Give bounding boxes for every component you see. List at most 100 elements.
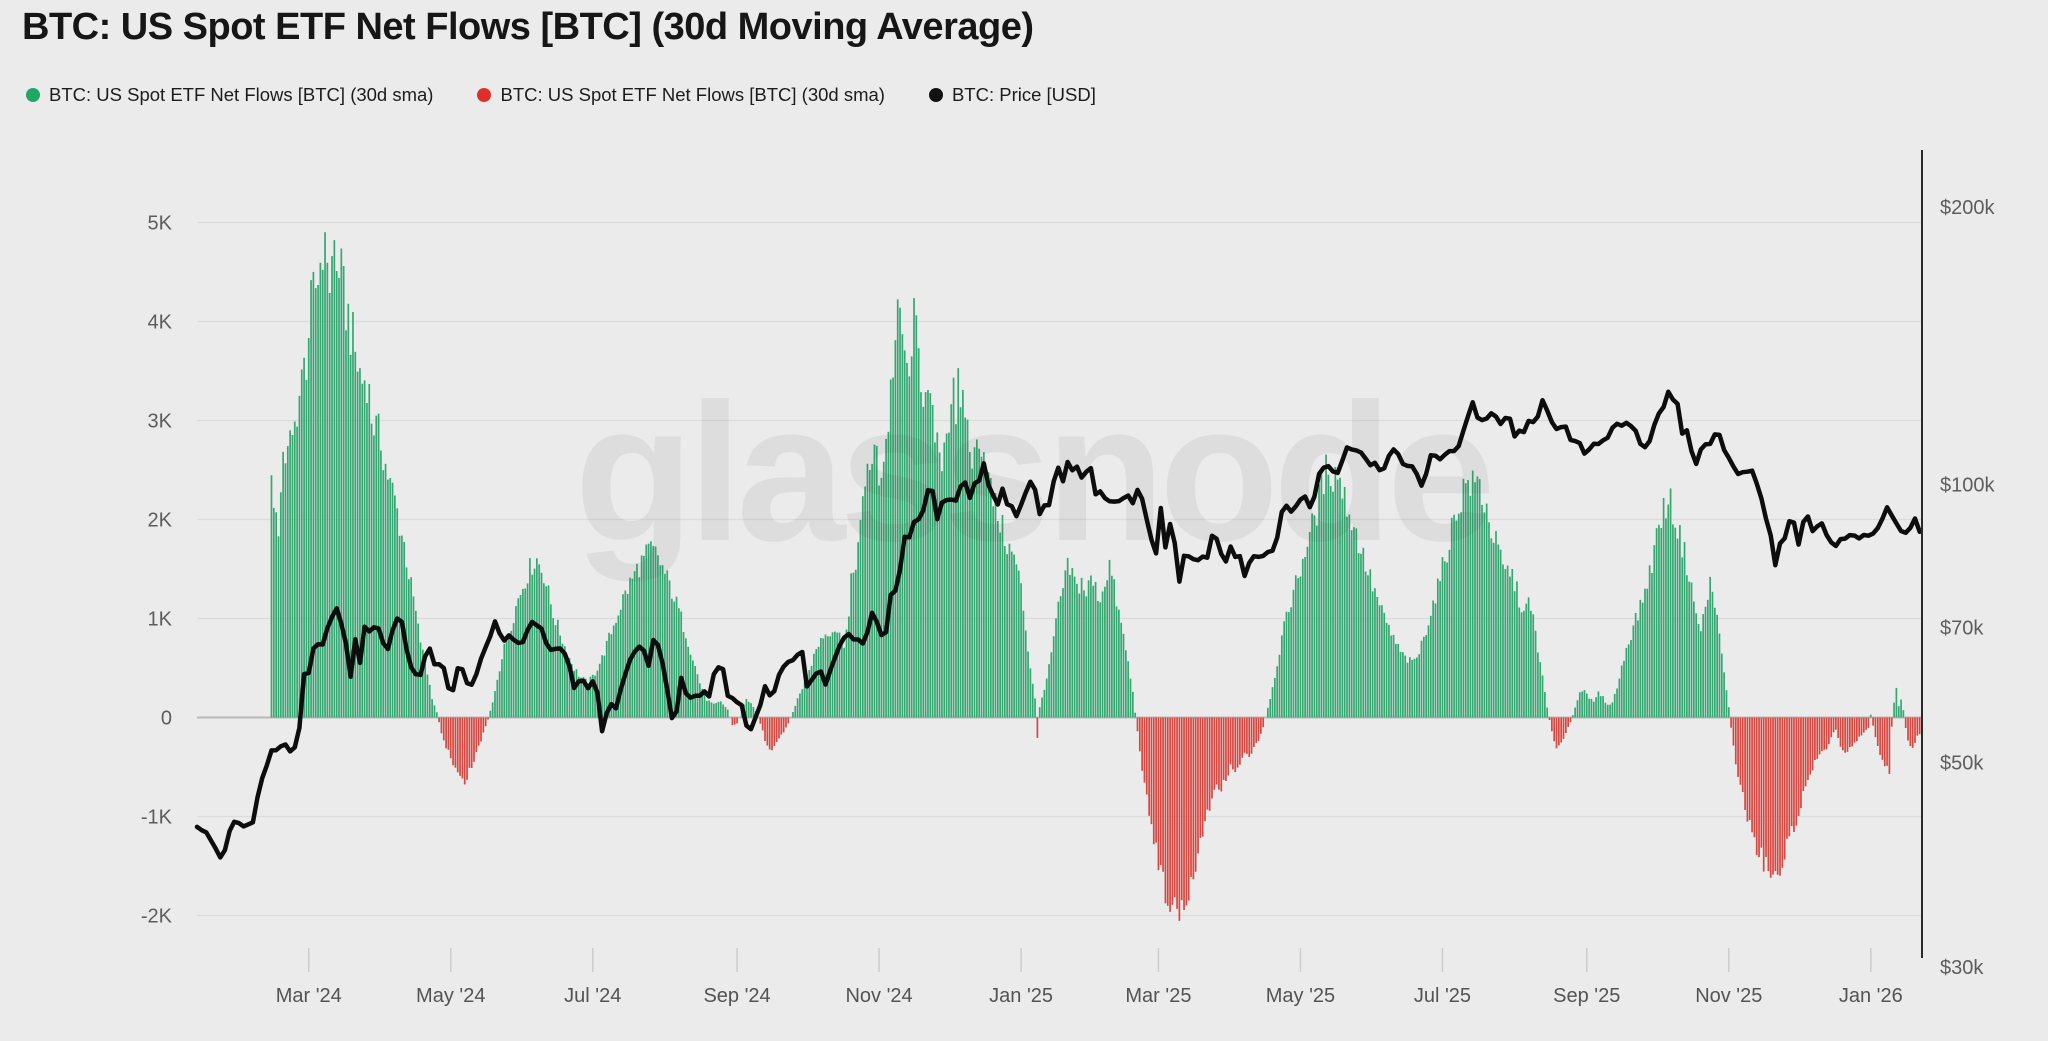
flow-bar: [1159, 717, 1162, 866]
legend-item-price[interactable]: BTC: Price [USD]: [928, 84, 1096, 106]
flow-bar: [1418, 654, 1421, 718]
flow-bar: [1637, 620, 1639, 718]
flow-bar: [475, 717, 478, 753]
flow-bar: [941, 471, 943, 718]
flow-bar: [1115, 606, 1118, 718]
flow-bar: [931, 405, 934, 718]
flow-bar: [414, 610, 417, 718]
left-axis-tick-label: 1K: [148, 609, 173, 631]
flow-bar: [277, 536, 280, 718]
flow-bar: [1557, 717, 1560, 746]
flow-bar: [1846, 717, 1849, 752]
flow-bar: [1725, 690, 1728, 718]
flow-bar: [503, 643, 506, 718]
flow-bar: [489, 710, 492, 718]
flow-bar: [1627, 644, 1630, 718]
flow-bar: [466, 717, 468, 780]
flow-bar: [375, 415, 378, 718]
flow-bar: [554, 625, 557, 718]
flow-bar: [1029, 668, 1032, 718]
flow-bar: [1497, 544, 1500, 718]
flow-bar: [1872, 717, 1874, 726]
flow-bar: [896, 299, 899, 718]
flow-bar: [1490, 538, 1493, 718]
flow-bar: [1727, 707, 1730, 718]
flow-bar: [1718, 633, 1721, 718]
flow-bar: [1720, 653, 1723, 718]
flow-bar: [505, 641, 508, 718]
flow-bar: [778, 717, 780, 739]
flow-bar: [1269, 699, 1272, 718]
flow-bar: [1192, 717, 1195, 880]
flow-bar: [1800, 717, 1802, 809]
flow-bar: [1176, 717, 1178, 909]
flow-bar: [321, 269, 324, 718]
flow-bar: [978, 448, 981, 718]
flow-bar: [1243, 717, 1246, 753]
flow-bar: [1571, 715, 1574, 718]
flow-bar: [1173, 717, 1176, 898]
flow-bar: [326, 262, 329, 718]
axes-layer: 5K 4K 3K 2K 1K 0 -1K -2K $200k $100k $70k $50k $30k M…: [141, 150, 1995, 1007]
flow-bar: [764, 717, 766, 741]
flow-bar: [806, 674, 808, 718]
flow-bar: [901, 334, 904, 718]
flow-bar: [410, 577, 413, 718]
flow-bar: [1304, 556, 1306, 718]
flow-bar: [1267, 707, 1269, 718]
flow-bar: [1290, 607, 1292, 718]
flow-bar: [866, 463, 869, 718]
flow-bar: [1236, 717, 1239, 768]
flow-bar: [1848, 717, 1851, 748]
flow-bar: [498, 671, 501, 718]
flow-bar: [1062, 588, 1064, 718]
flow-bar: [694, 666, 697, 718]
flow-bar: [1504, 569, 1507, 718]
flow-bar: [1432, 600, 1434, 718]
flow-bar: [1050, 652, 1053, 718]
flow-bar: [391, 482, 394, 718]
flow-bar: [1299, 576, 1302, 718]
flow-bar: [1157, 717, 1160, 871]
legend-item-negative-flows[interactable]: BTC: US Spot ETF Net Flows [BTC] (30d sm…: [477, 84, 885, 106]
flow-bar: [1860, 717, 1863, 736]
flow-bar: [989, 478, 992, 718]
flow-bar: [389, 478, 392, 718]
flow-bar: [792, 712, 794, 718]
flow-bar: [1606, 704, 1609, 718]
flow-bar: [1306, 546, 1309, 718]
flow-bar: [878, 485, 880, 718]
flow-bar: [1390, 635, 1393, 718]
flow-bar: [650, 541, 652, 718]
flow-bar: [1017, 570, 1020, 718]
flow-bar: [982, 452, 985, 718]
flow-bar: [1034, 698, 1036, 718]
flow-bar: [976, 439, 978, 718]
legend-item-positive-flows[interactable]: BTC: US Spot ETF Net Flows [BTC] (30d sm…: [26, 84, 433, 106]
flow-bar: [298, 395, 301, 718]
flow-bar: [1260, 717, 1262, 734]
flow-bar: [491, 702, 494, 718]
flow-bar: [1453, 514, 1455, 718]
flow-bar: [1343, 486, 1346, 718]
flow-bar: [1567, 717, 1569, 727]
flow-bar: [1364, 571, 1367, 718]
flow-bar: [685, 638, 687, 718]
flow-bar: [1420, 640, 1423, 718]
flow-bar: [1248, 717, 1251, 757]
flow-bar: [1250, 717, 1253, 754]
flow-bar: [1106, 580, 1109, 718]
flow-bar: [1734, 717, 1737, 765]
flow-bar: [654, 546, 657, 718]
flow-bar: [1148, 717, 1150, 816]
flow-bar: [1278, 654, 1281, 718]
flow-bar: [992, 506, 994, 718]
flow-bar: [1548, 717, 1551, 720]
flow-bar: [1802, 717, 1805, 792]
flow-bar: [1071, 567, 1074, 718]
x-axis-tick-label: May '24: [416, 985, 485, 1007]
flow-bar: [850, 573, 852, 718]
flow-bar: [747, 701, 750, 718]
